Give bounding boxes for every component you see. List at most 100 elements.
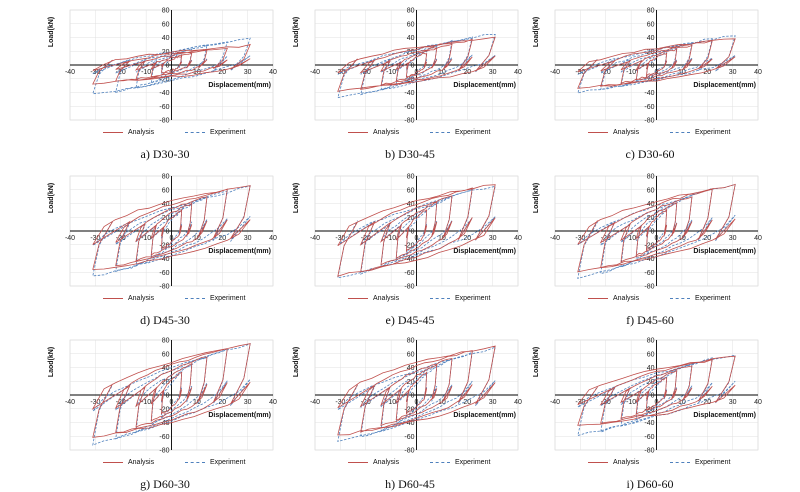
x-tick-label: -40 bbox=[65, 235, 75, 242]
chart-panel: -40 -30 -20 -10 0 10 20 30 40 -80 -60 -40 -20 0 20 40 60… bbox=[290, 2, 530, 162]
y-tick-label: -20 bbox=[159, 406, 169, 413]
x-tick-label: 40 bbox=[514, 69, 522, 76]
y-tick-label: -60 bbox=[644, 270, 654, 277]
x-axis-label: Displacement(mm) bbox=[208, 248, 271, 255]
x-tick-label: -10 bbox=[626, 399, 636, 406]
x-tick-label: -10 bbox=[386, 399, 396, 406]
y-tick-label: -80 bbox=[404, 284, 414, 291]
y-tick-label: 60 bbox=[162, 351, 170, 358]
solid-line-swatch bbox=[588, 298, 608, 299]
x-tick-label: 0 bbox=[655, 235, 659, 242]
chart-legend: Analysis Experiment bbox=[530, 459, 770, 471]
chart-panel: -40 -30 -20 -10 0 10 20 30 40 -80 -60 -40 -20 0 20 40 60… bbox=[530, 332, 770, 492]
x-tick-label: 30 bbox=[729, 69, 737, 76]
legend-label-experiment: Experiment bbox=[210, 459, 246, 466]
y-tick-label: -40 bbox=[404, 420, 414, 427]
x-tick-label: 20 bbox=[703, 69, 711, 76]
y-tick-label: 0 bbox=[651, 63, 655, 70]
legend-item-experiment: Experiment bbox=[185, 459, 245, 466]
figure-caption: h) D60-45 bbox=[385, 477, 435, 491]
y-tick-label: 80 bbox=[162, 338, 170, 345]
legend-item-experiment: Experiment bbox=[185, 295, 245, 302]
x-tick-label: -40 bbox=[550, 69, 560, 76]
legend-label-experiment: Experiment bbox=[210, 129, 246, 136]
solid-line-swatch bbox=[588, 462, 608, 463]
legend-item-experiment: Experiment bbox=[430, 295, 490, 302]
chart-legend: Analysis Experiment bbox=[45, 459, 285, 471]
x-tick-label: 40 bbox=[269, 69, 277, 76]
x-tick-label: 20 bbox=[703, 399, 711, 406]
experiment-series-line bbox=[577, 35, 736, 94]
y-tick-label: 40 bbox=[162, 365, 170, 372]
legend-item-analysis: Analysis bbox=[348, 459, 399, 466]
y-tick-label: 80 bbox=[162, 174, 170, 181]
y-tick-label: -40 bbox=[644, 420, 654, 427]
y-tick-label: 0 bbox=[651, 229, 655, 236]
hysteresis-chart: -40 -30 -20 -10 0 10 20 30 40-80-60-40-200204060… bbox=[533, 8, 762, 125]
x-tick-label: -20 bbox=[361, 399, 371, 406]
dashed-line-swatch bbox=[430, 462, 450, 463]
analysis-series-line bbox=[577, 38, 736, 89]
legend-label-analysis: Analysis bbox=[128, 295, 155, 302]
y-tick-label: -80 bbox=[159, 284, 169, 291]
x-axis-label: Displacement(mm) bbox=[208, 82, 271, 89]
chart-legend: Analysis Experiment bbox=[530, 129, 770, 141]
y-tick-label: 40 bbox=[407, 201, 415, 208]
y-tick-label: 0 bbox=[411, 393, 415, 400]
x-tick-label: 30 bbox=[729, 235, 737, 242]
dashed-line-swatch bbox=[185, 298, 205, 299]
analysis-series-line bbox=[577, 183, 736, 273]
x-axis-label: Displacement(mm) bbox=[693, 412, 756, 419]
x-tick-label: 40 bbox=[514, 235, 522, 242]
analysis-series-line bbox=[337, 36, 496, 92]
figure-caption: i) D60-60 bbox=[626, 477, 674, 491]
x-tick-label: 40 bbox=[754, 69, 762, 76]
y-axis-label: Load(kN) bbox=[533, 17, 540, 47]
legend-label-analysis: Analysis bbox=[613, 129, 640, 136]
chart-legend: Analysis Experiment bbox=[530, 295, 770, 307]
x-tick-label: -40 bbox=[65, 69, 75, 76]
y-axis-label: Laod(kN) bbox=[48, 347, 55, 377]
y-tick-label: -20 bbox=[644, 242, 654, 249]
chart-legend: Analysis Experiment bbox=[290, 295, 530, 307]
x-tick-label: -30 bbox=[575, 399, 585, 406]
analysis-series-line bbox=[577, 355, 736, 426]
x-tick-label: 20 bbox=[463, 235, 471, 242]
analysis-series-line bbox=[337, 184, 496, 277]
x-tick-label: -30 bbox=[90, 399, 100, 406]
x-tick-label: 0 bbox=[655, 69, 659, 76]
x-tick-label: -40 bbox=[550, 399, 560, 406]
x-tick-label: 30 bbox=[244, 69, 252, 76]
x-tick-label: 10 bbox=[678, 399, 686, 406]
legend-item-experiment: Experiment bbox=[430, 129, 490, 136]
chart-legend: Analysis Experiment bbox=[45, 129, 285, 141]
hysteresis-chart: -40 -30 -20 -10 0 10 20 30 40-80-60-40-200204060… bbox=[293, 8, 522, 125]
solid-line-swatch bbox=[348, 462, 368, 463]
y-tick-label: -80 bbox=[644, 284, 654, 291]
y-tick-label: -60 bbox=[404, 434, 414, 441]
x-axis-label: Displacement(mm) bbox=[208, 412, 271, 419]
chart-legend: Analysis Experiment bbox=[290, 459, 530, 471]
x-tick-label: 10 bbox=[193, 69, 201, 76]
y-tick-label: 20 bbox=[162, 49, 170, 56]
hysteresis-chart: -40 -30 -20 -10 0 10 20 30 40-80-60-40-200204060… bbox=[48, 174, 277, 291]
x-axis-label: Displacement(mm) bbox=[693, 82, 756, 89]
y-tick-label: -20 bbox=[644, 76, 654, 83]
x-tick-label: 0 bbox=[170, 399, 174, 406]
y-tick-label: 80 bbox=[407, 8, 415, 15]
y-tick-label: 20 bbox=[162, 215, 170, 222]
legend-label-experiment: Experiment bbox=[455, 459, 491, 466]
y-tick-label: -20 bbox=[159, 242, 169, 249]
y-tick-label: 60 bbox=[647, 187, 655, 194]
x-tick-label: -10 bbox=[626, 235, 636, 242]
x-tick-label: 20 bbox=[703, 235, 711, 242]
x-tick-label: 0 bbox=[655, 399, 659, 406]
dashed-line-swatch bbox=[670, 298, 690, 299]
y-tick-label: 40 bbox=[647, 365, 655, 372]
analysis-series-line bbox=[91, 343, 251, 438]
figure-caption: c) D30-60 bbox=[625, 147, 675, 161]
x-tick-label: 30 bbox=[489, 399, 497, 406]
analysis-series-line bbox=[92, 185, 251, 270]
y-tick-label: 80 bbox=[647, 338, 655, 345]
figure-caption: d) D45-30 bbox=[140, 313, 190, 327]
